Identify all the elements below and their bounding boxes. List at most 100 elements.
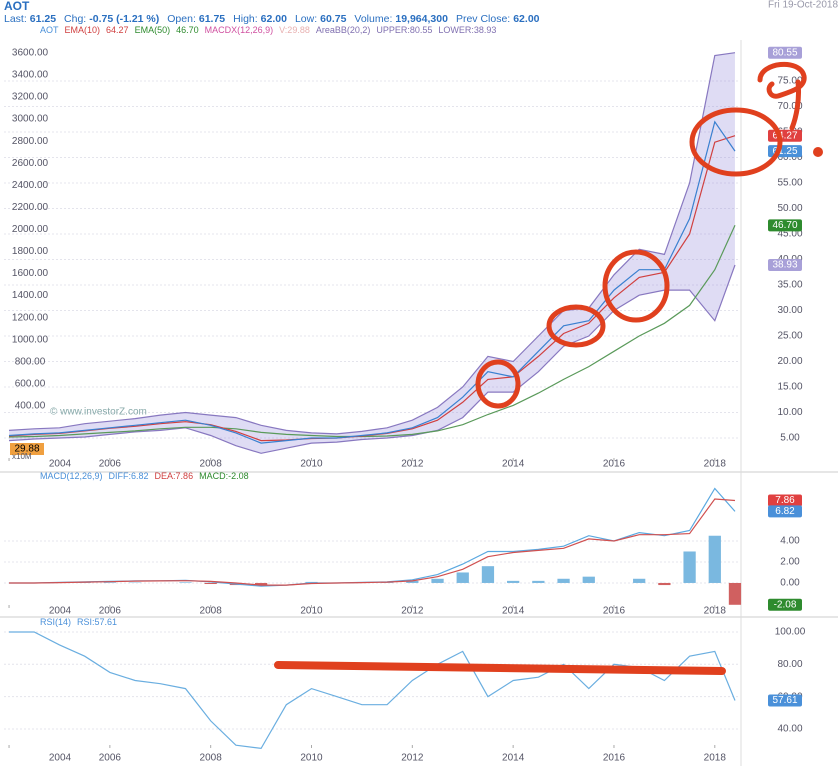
price-tag bbox=[768, 505, 802, 518]
series-line bbox=[8, 225, 736, 438]
macd-bar bbox=[582, 576, 595, 583]
price-tag-label: 38.93 bbox=[772, 260, 797, 271]
quote-value: 19,964,300 bbox=[395, 13, 448, 25]
y2-tick-label: 2000.00 bbox=[12, 224, 49, 235]
bollinger-fill bbox=[9, 52, 735, 454]
y2-tick-label: 2600.00 bbox=[12, 158, 49, 169]
y-tick-label: 5.00 bbox=[780, 433, 800, 444]
price-tag-label: 64.27 bbox=[772, 130, 797, 141]
x-tick-label: 2014 bbox=[502, 753, 525, 764]
legend: AOT EMA(10) 64.27 EMA(50) 46.70 MACDX(12,26,9… bbox=[40, 25, 496, 35]
price-tag-label: 61.25 bbox=[772, 146, 797, 157]
x-tick-label: 2008 bbox=[200, 606, 223, 617]
symbol: AOT bbox=[4, 0, 30, 13]
quote-key: Volume: bbox=[354, 13, 392, 25]
macd-bar bbox=[254, 582, 268, 586]
price-tag bbox=[768, 219, 802, 232]
y-tick-label: 25.00 bbox=[777, 331, 802, 342]
series-line bbox=[9, 631, 736, 750]
quote: Last: 61.25 Chg: -0.75 (-1.21 %) Open: 61.75 H… bbox=[4, 13, 540, 25]
x-tick-label: 2006 bbox=[99, 606, 122, 617]
y-tick-label: 70.00 bbox=[777, 101, 802, 112]
y2-tick-label: 2800.00 bbox=[12, 136, 49, 147]
macd-bar bbox=[708, 535, 721, 583]
legend: MACD(12,26,9) DIFF:6.82 DEA:7.86 MACD:-2.08 bbox=[40, 471, 249, 481]
macd-bar bbox=[204, 582, 217, 585]
quote-key: Low: bbox=[295, 13, 317, 25]
watermark: © www.investorZ.com bbox=[50, 407, 147, 418]
legend-entry: AOT bbox=[40, 25, 59, 35]
x-tick-label: 2010 bbox=[300, 753, 323, 764]
series-line bbox=[8, 264, 736, 454]
price-tag-label: 80.55 bbox=[772, 47, 797, 58]
quote-value: 62.00 bbox=[261, 13, 287, 25]
x-tick-label: 2016 bbox=[603, 606, 626, 617]
series-line bbox=[8, 120, 736, 444]
x-tick-label: 2010 bbox=[300, 459, 323, 470]
x-tick-label: 2004 bbox=[49, 459, 72, 470]
legend-entry: V:29.88 bbox=[279, 25, 310, 35]
hand-circle bbox=[546, 304, 606, 348]
macd-bar bbox=[658, 582, 671, 586]
volume-tag-label: 29.88 bbox=[14, 444, 39, 455]
y2-tick-label: 800.00 bbox=[15, 356, 46, 367]
y2-tick-label: 2400.00 bbox=[12, 180, 49, 191]
series-line bbox=[9, 498, 736, 586]
y-tick-label: 75.00 bbox=[777, 76, 802, 87]
price-tag-label: 7.86 bbox=[775, 495, 795, 506]
legend-entry: EMA(50) bbox=[135, 25, 171, 35]
y-tick-label: 40.00 bbox=[777, 724, 802, 735]
x-tick-label: 2018 bbox=[704, 459, 727, 470]
quote-key: High: bbox=[233, 13, 258, 25]
legend-entry: RSI(14) bbox=[40, 617, 71, 627]
y2-tick-label: 1400.00 bbox=[12, 290, 49, 301]
y2-tick-label: 3400.00 bbox=[12, 70, 49, 81]
quote-key: Last: bbox=[4, 13, 27, 25]
hand-circle bbox=[689, 107, 783, 177]
y-tick-label: 15.00 bbox=[777, 382, 802, 393]
x-tick-label: 2006 bbox=[99, 753, 122, 764]
legend: RSI(14) RSI:57.61 bbox=[40, 617, 117, 627]
volume-tag bbox=[10, 443, 44, 455]
legend-entry: MACD(12,26,9) bbox=[40, 471, 103, 481]
price-tag-label: 57.61 bbox=[772, 695, 797, 706]
macd-bar bbox=[633, 578, 646, 583]
x-tick-label: 2004 bbox=[49, 753, 72, 764]
x-tick-label: 2004 bbox=[49, 606, 72, 617]
y-tick-label: 30.00 bbox=[777, 305, 802, 316]
legend-entry: UPPER:80.55 bbox=[376, 25, 432, 35]
y-tick-label: 55.00 bbox=[777, 178, 802, 189]
y2-tick-label: 3200.00 bbox=[12, 92, 49, 103]
y2-tick-label: 1000.00 bbox=[12, 334, 49, 345]
price-tag bbox=[768, 598, 802, 611]
question-mark bbox=[757, 61, 807, 131]
quote-key: Open: bbox=[167, 13, 196, 25]
y-tick-label: 50.00 bbox=[777, 203, 802, 214]
y-tick-label: 20.00 bbox=[777, 356, 802, 367]
y2-tick-label: 1800.00 bbox=[12, 246, 49, 257]
price-tag bbox=[768, 46, 802, 59]
hand-circle bbox=[475, 359, 521, 409]
legend-entry: DEA:7.86 bbox=[155, 471, 194, 481]
macd-bar bbox=[481, 566, 495, 583]
legend-entry: LOWER:38.93 bbox=[438, 25, 496, 35]
x-tick-label: 2012 bbox=[401, 459, 424, 470]
x-tick-label: 2018 bbox=[704, 606, 727, 617]
y-tick-label: 45.00 bbox=[777, 229, 802, 240]
y2-tick-label: 1600.00 bbox=[12, 268, 49, 279]
y2-tick-label: 2200.00 bbox=[12, 202, 49, 213]
quote-value: -0.75 (-1.21 %) bbox=[89, 13, 159, 25]
x-tick-label: 2016 bbox=[603, 753, 626, 764]
quote-key: Chg: bbox=[64, 13, 86, 25]
y-tick-label: 0.00 bbox=[780, 578, 800, 589]
price-tag-label: -2.08 bbox=[774, 599, 797, 610]
price-tag bbox=[768, 258, 802, 271]
quote-value: 61.25 bbox=[30, 13, 56, 25]
volume-unit: x10M bbox=[12, 452, 32, 461]
quote-value: 60.75 bbox=[320, 13, 346, 25]
macd-bar bbox=[507, 580, 520, 583]
macd-bar bbox=[557, 578, 570, 583]
macd-bar bbox=[103, 582, 116, 583]
legend-entry: MACD:-2.08 bbox=[199, 471, 249, 481]
hand-circle bbox=[602, 249, 670, 323]
